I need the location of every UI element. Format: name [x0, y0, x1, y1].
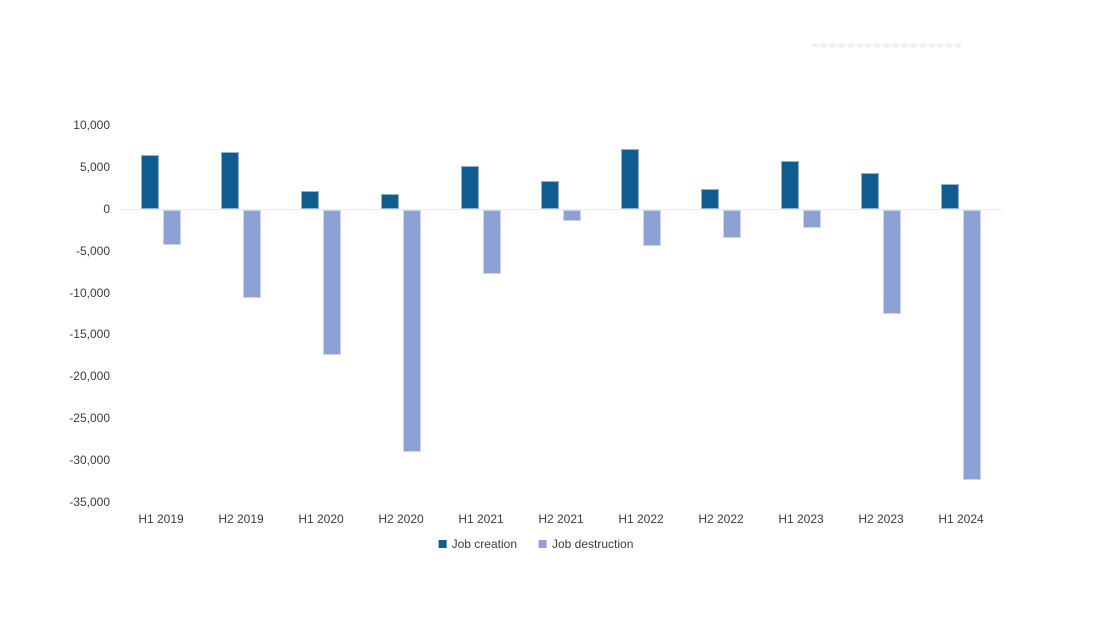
faint-watermark-text [812, 44, 962, 47]
bar-job-destruction-h2-2020 [403, 210, 421, 453]
x-axis-label-h2-2023: H2 2023 [858, 512, 904, 526]
y-axis-tick-label: -20,000 [69, 369, 110, 384]
y-axis-tick-label: 10,000 [73, 118, 110, 133]
bar-job-creation-h1-2024 [941, 183, 959, 209]
bar-job-destruction-h2-2021 [563, 210, 581, 221]
y-axis-tick-label: -5,000 [75, 243, 110, 258]
bar-job-creation-h1-2020 [301, 191, 319, 209]
legend-label-job-creation: Job creation [451, 537, 517, 551]
x-axis-label-h2-2022: H2 2022 [698, 512, 744, 526]
bar-job-creation-h2-2019 [221, 152, 239, 209]
bar-job-creation-h2-2021 [541, 180, 559, 209]
legend-label-job-destruction: Job destruction [551, 537, 634, 551]
x-axis-label-h1-2023: H1 2023 [778, 512, 824, 526]
y-axis-tick-label: 0 [103, 202, 110, 216]
zero-axis-line [121, 209, 1002, 210]
y-axis-tick-label: -30,000 [69, 452, 110, 467]
bar-job-destruction-h2-2022 [723, 210, 741, 238]
bar-job-destruction-h2-2019 [243, 210, 261, 298]
x-axis-label-h2-2019: H2 2019 [218, 512, 264, 526]
bar-job-destruction-h1-2021 [483, 210, 501, 274]
legend-swatch-job-destruction [538, 540, 547, 548]
y-axis-tick-label: -15,000 [69, 327, 110, 342]
bar-job-destruction-h2-2023 [883, 210, 901, 314]
bar-job-creation-h1-2021 [461, 166, 479, 209]
y-axis-tick-label: -35,000 [69, 494, 110, 509]
legend: Job creation Job destruction [438, 537, 634, 551]
x-axis-label-h1-2019: H1 2019 [138, 512, 184, 526]
bar-job-creation-h1-2023 [781, 161, 799, 209]
x-axis-label-h1-2024: H1 2024 [938, 512, 984, 526]
bar-job-creation-h1-2019 [141, 154, 159, 209]
bar-job-creation-h2-2023 [861, 173, 879, 209]
x-axis-label-h2-2021: H2 2021 [538, 512, 584, 526]
bar-job-destruction-h1-2023 [803, 210, 821, 229]
x-axis-label-h2-2020: H2 2020 [378, 512, 424, 526]
legend-item-job-creation: Job creation [438, 537, 517, 551]
y-axis-tick-label: -25,000 [69, 411, 110, 425]
bar-job-creation-h2-2022 [701, 188, 719, 209]
x-axis-label-h1-2020: H1 2020 [298, 512, 344, 526]
y-axis-tick-label: -10,000 [69, 285, 110, 300]
bar-job-destruction-h1-2024 [963, 210, 981, 481]
bar-job-destruction-h1-2019 [163, 210, 181, 246]
bar-job-creation-h1-2022 [621, 148, 639, 209]
x-axis-label-h1-2021: H1 2021 [458, 512, 504, 526]
bar-job-destruction-h1-2020 [323, 210, 341, 355]
legend-item-job-destruction: Job destruction [538, 537, 634, 551]
y-axis-tick-label: 5,000 [79, 160, 110, 175]
legend-swatch-job-creation [438, 540, 447, 548]
x-axis-label-h1-2022: H1 2022 [618, 512, 664, 526]
bar-job-creation-h2-2020 [381, 193, 399, 209]
bar-job-destruction-h1-2022 [643, 210, 661, 246]
